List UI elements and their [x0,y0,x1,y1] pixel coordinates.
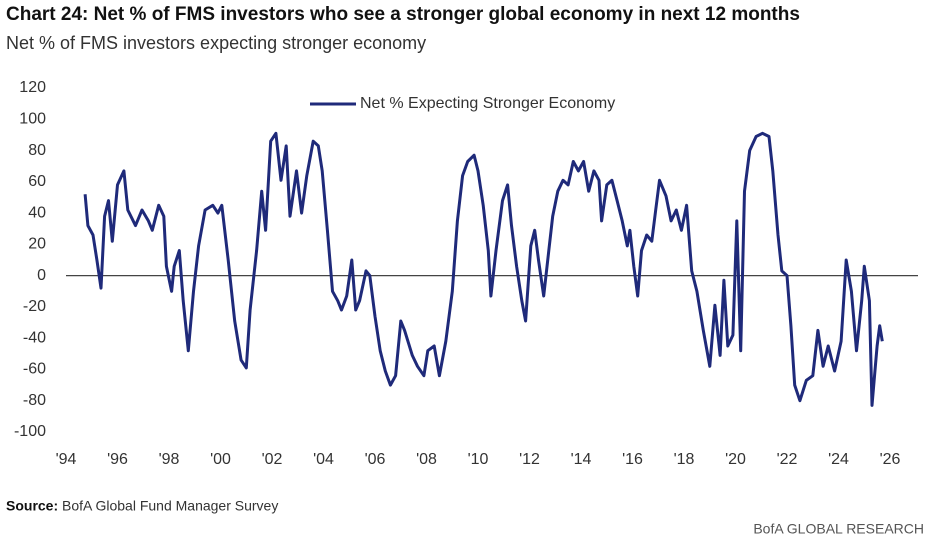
x-tick-label: '18 [674,451,695,468]
x-tick-label: '12 [519,451,540,468]
x-tick-label: '24 [828,451,849,468]
x-tick-label: '08 [416,451,437,468]
legend-label: Net % Expecting Stronger Economy [360,95,615,112]
x-tick-label: '20 [725,451,746,468]
y-tick-label: -80 [23,392,46,409]
y-tick-label: -40 [23,329,46,346]
y-tick-label: 80 [28,142,46,159]
y-tick-label: -20 [23,298,46,315]
x-tick-label: '96 [107,451,128,468]
chart-title: Chart 24: Net % of FMS investors who see… [6,4,800,25]
x-tick-label: '26 [880,451,901,468]
y-tick-label: 120 [19,79,46,96]
x-tick-label: '10 [468,451,489,468]
x-tick-label: '04 [313,451,334,468]
source: BofA Global Fund Manager Survey [62,498,278,514]
x-tick-label: '98 [159,451,180,468]
y-tick-label: 0 [37,267,46,284]
y-tick-label: 40 [28,204,46,221]
x-tick-label: '00 [210,451,231,468]
y-tick-label: 60 [28,173,46,190]
x-tick-label: '16 [622,451,643,468]
y-tick-label: 100 [19,110,46,127]
y-tick-label: -100 [14,423,46,440]
x-tick-label: '06 [365,451,386,468]
y-tick-label: -60 [23,361,46,378]
y-tick-label: 20 [28,236,46,253]
x-tick-label: '02 [262,451,283,468]
x-tick-label: '22 [777,451,798,468]
footer: BofA GLOBAL RESEARCH [753,521,924,537]
x-tick-label: '94 [56,451,77,468]
x-tick-label: '14 [571,451,592,468]
data-line [83,131,884,407]
chart-subtitle: Net % of FMS investors expecting stronge… [6,33,426,53]
source-label: Source: [6,498,58,514]
